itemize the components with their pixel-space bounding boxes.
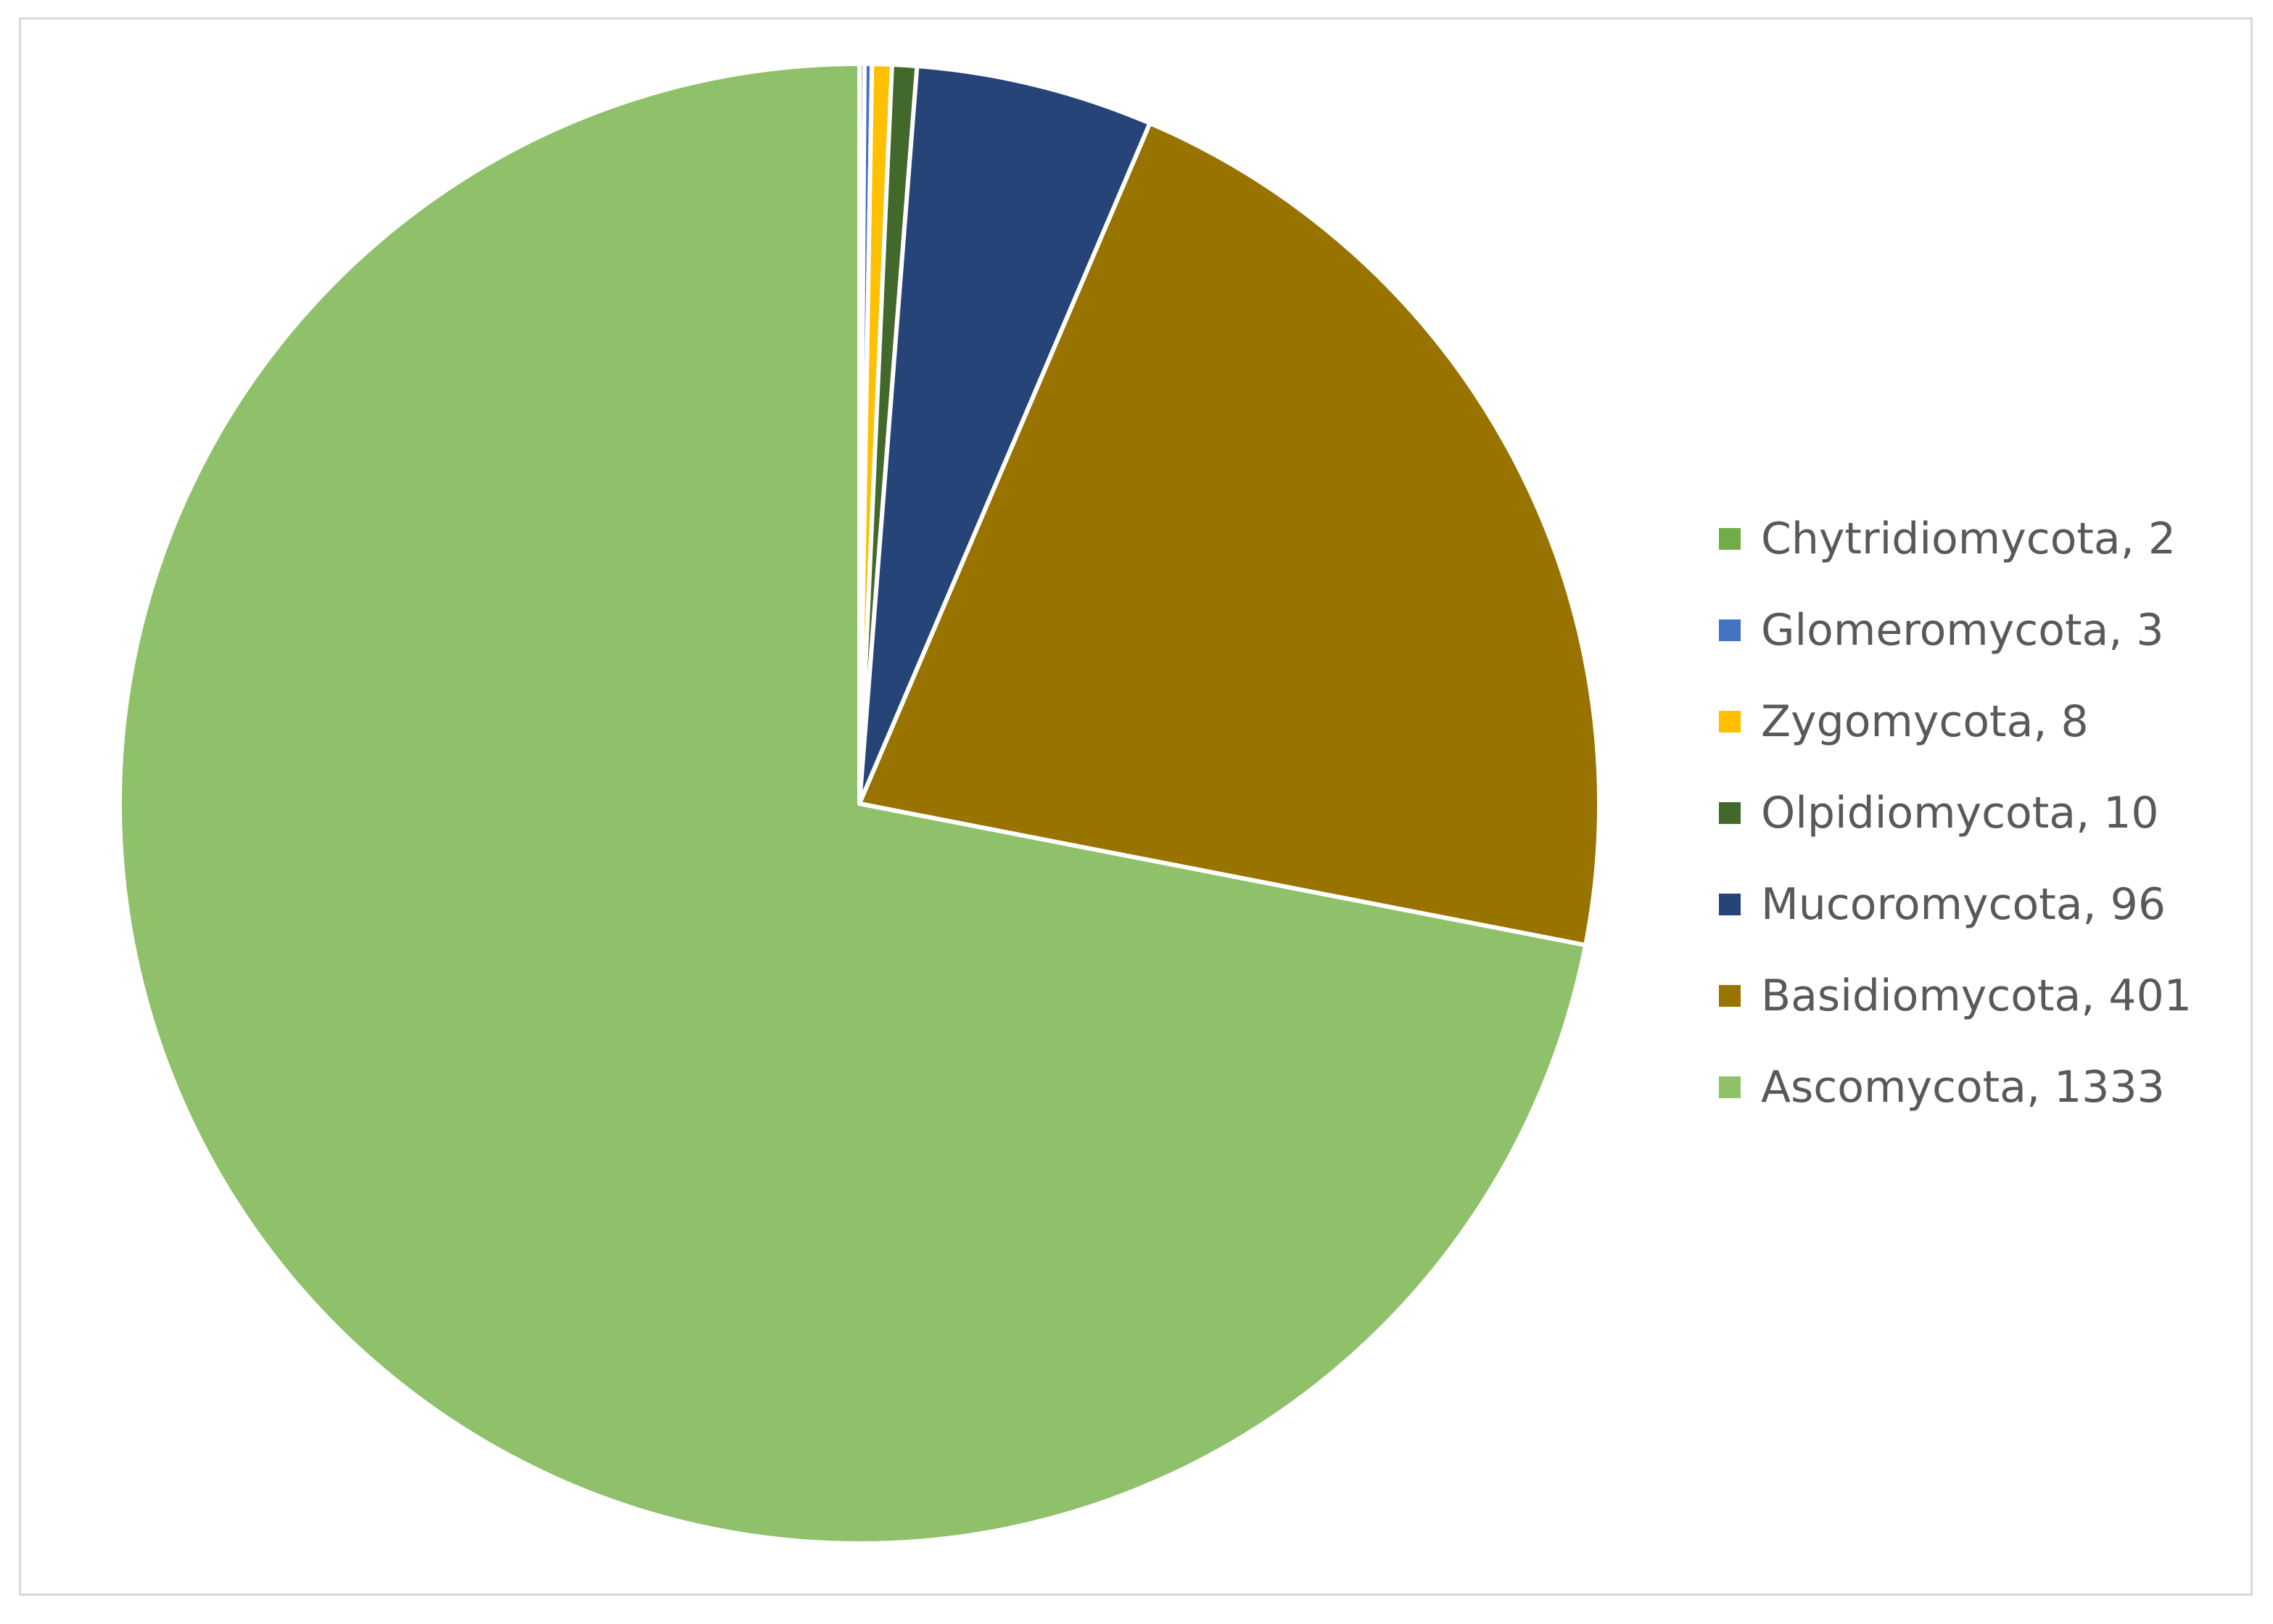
legend-swatch (1719, 619, 1741, 641)
legend-item-glomeromycota: Glomeromycota, 3 (1719, 585, 2227, 676)
legend-label: Olpidiomycota, 10 (1761, 788, 2159, 838)
legend-swatch (1719, 802, 1741, 824)
legend-swatch (1719, 1076, 1741, 1098)
legend-item-olpidiomycota: Olpidiomycota, 10 (1719, 767, 2227, 859)
legend-swatch (1719, 711, 1741, 733)
pie-slice-ascomycota (117, 62, 1588, 1546)
legend-swatch (1719, 528, 1741, 550)
legend-label: Chytridiomycota, 2 (1761, 514, 2177, 564)
legend-label: Zygomycota, 8 (1761, 696, 2089, 747)
legend-swatch (1719, 894, 1741, 915)
legend-item-chytridiomycota: Chytridiomycota, 2 (1719, 493, 2227, 585)
chart-legend: Chytridiomycota, 2 Glomeromycota, 3 Zygomy… (1719, 493, 2227, 1133)
legend-item-basidiomycota: Basidiomycota, 401 (1719, 950, 2227, 1042)
legend-label: Mucoromycota, 96 (1761, 879, 2166, 930)
pie-slice-basidiomycota (857, 120, 1601, 948)
legend-item-mucoromycota: Mucoromycota, 96 (1719, 859, 2227, 950)
legend-swatch (1719, 985, 1741, 1007)
legend-label: Glomeromycota, 3 (1761, 605, 2164, 656)
pie-slice-mucoromycota (857, 64, 1152, 806)
legend-label: Ascomycota, 1333 (1761, 1062, 2165, 1113)
legend-item-zygomycota: Zygomycota, 8 (1719, 676, 2227, 767)
legend-label: Basidiomycota, 401 (1761, 970, 2192, 1021)
legend-item-ascomycota: Ascomycota, 1333 (1719, 1042, 2227, 1133)
